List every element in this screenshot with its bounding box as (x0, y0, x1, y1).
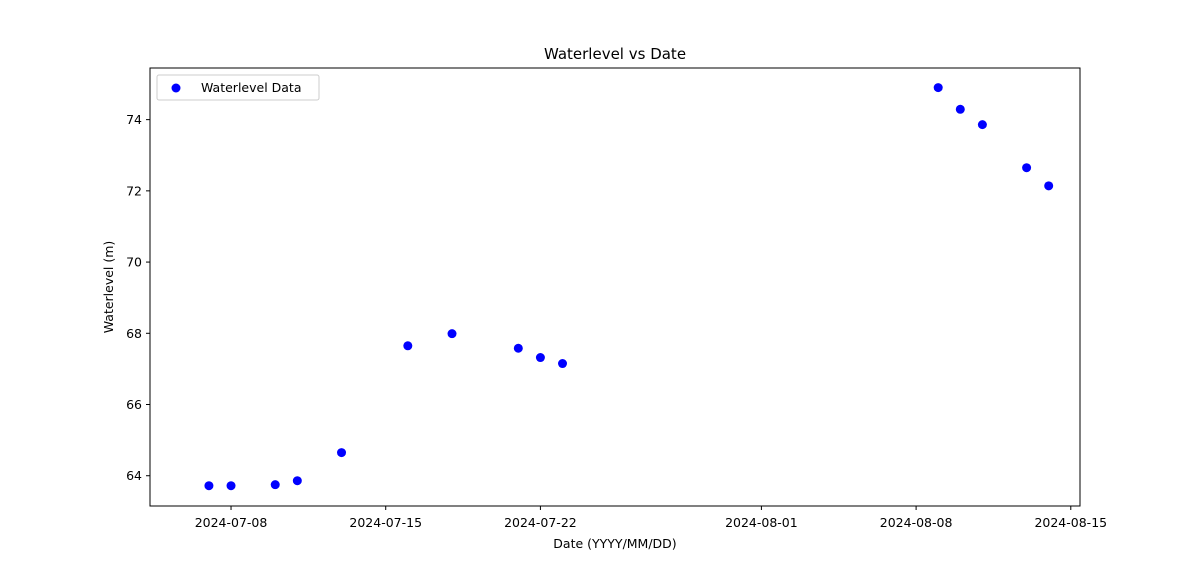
data-point (403, 341, 413, 351)
y-tick-label: 66 (126, 397, 142, 412)
data-point (337, 448, 347, 458)
y-axis: 64 66 68 70 72 74 (126, 112, 150, 483)
legend-marker (171, 83, 181, 93)
data-point (558, 359, 568, 369)
data-points (204, 83, 1054, 491)
data-point (270, 480, 280, 490)
data-point (977, 120, 987, 130)
data-point (447, 329, 457, 339)
y-tick-label: 74 (126, 112, 142, 127)
data-point (933, 83, 943, 93)
data-point (1044, 181, 1054, 191)
legend: Waterlevel Data (156, 74, 320, 101)
chart-title: Waterlevel vs Date (544, 45, 686, 63)
y-tick-label: 64 (126, 468, 142, 483)
y-tick-label: 70 (126, 255, 142, 270)
x-tick-label: 2024-07-22 (504, 515, 577, 530)
data-point (535, 353, 545, 363)
legend-box (156, 74, 320, 101)
legend-label: Waterlevel Data (201, 80, 302, 95)
data-point (1022, 163, 1032, 173)
data-point (513, 343, 523, 353)
data-point (204, 481, 214, 491)
x-tick-label: 2024-08-15 (1034, 515, 1107, 530)
x-tick-label: 2024-08-08 (880, 515, 953, 530)
y-tick-label: 72 (126, 183, 142, 198)
x-axis-label: Date (YYYY/MM/DD) (553, 536, 676, 551)
plot-frame (149, 67, 1081, 507)
x-tick-label: 2024-07-15 (349, 515, 422, 530)
data-point (226, 481, 236, 491)
y-tick-label: 68 (126, 326, 142, 341)
data-point (955, 104, 965, 114)
y-axis-label: Waterlevel (m) (101, 241, 116, 334)
data-point (292, 476, 302, 486)
x-axis: 2024-07-08 2024-07-15 2024-07-22 2024-08-01… (195, 506, 1107, 530)
x-tick-label: 2024-08-01 (725, 515, 798, 530)
x-tick-label: 2024-07-08 (195, 515, 268, 530)
